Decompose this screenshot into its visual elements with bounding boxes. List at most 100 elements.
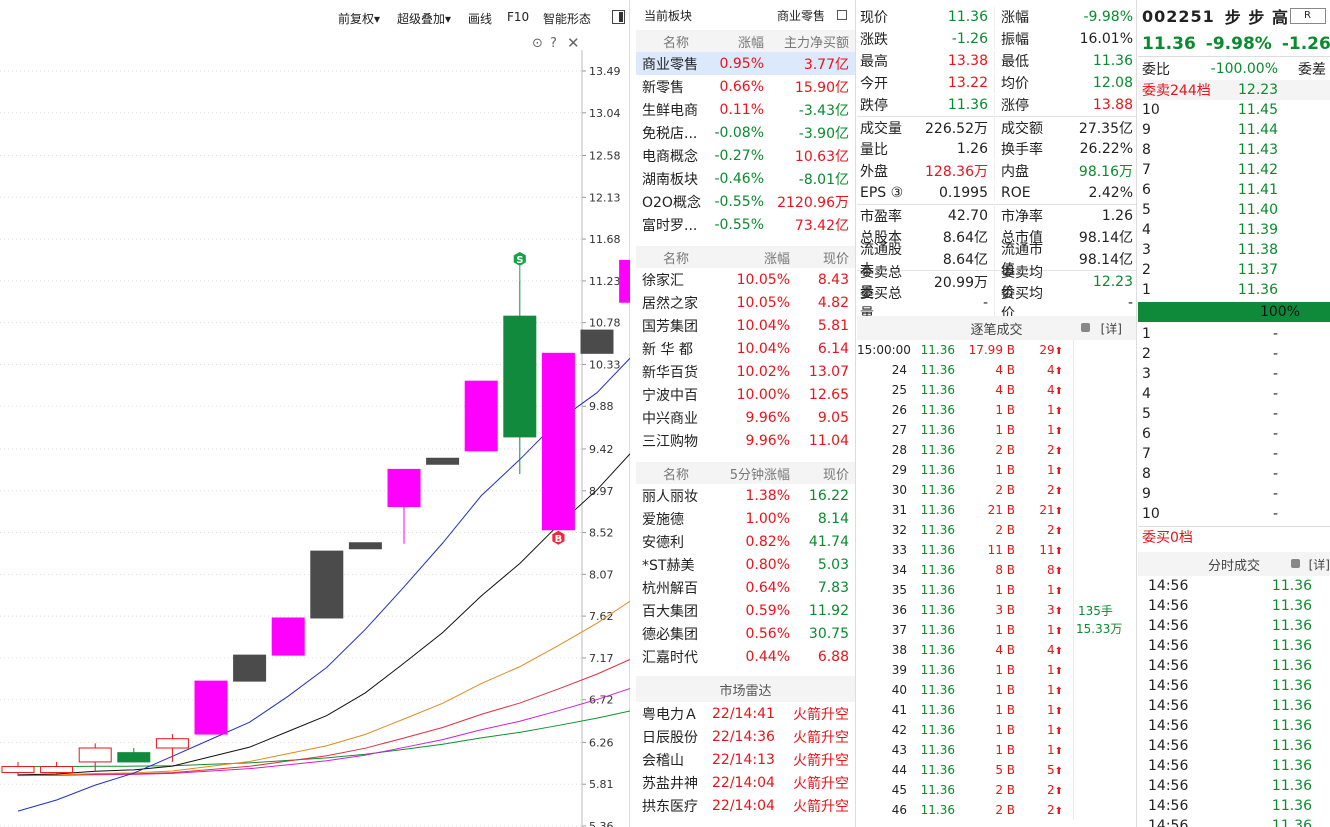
bid-row[interactable]: 6- [1138,424,1330,444]
leader-row[interactable]: 三江购物 9.96% 11.04 [636,429,855,452]
leader-row[interactable]: 中兴商业 9.96% 9.05 [636,406,855,429]
kline-chart-pane[interactable]: 13.49 13.04 12.58 12.13 11.68 11.23 10.78 10.33… [0,0,630,827]
fuquan-menu[interactable]: 前复权▾ [338,12,381,26]
bid-row[interactable]: 4- [1138,384,1330,404]
sector-row[interactable]: 商业零售 0.95% 3.77亿 [636,52,855,75]
tick-volume: 17.99 B [968,343,1015,357]
sector-title: 当前板块 [644,8,693,23]
fast-row[interactable]: 汇嘉时代 0.44% 6.88 [636,645,855,668]
bid-row[interactable]: 8- [1138,464,1330,484]
bid-row[interactable]: 2- [1138,344,1330,364]
stock-price-row: 11.36 -9.98% -1.26 [1138,32,1330,56]
col-name[interactable]: 名称 [662,251,689,267]
fast-row[interactable]: 德必集团 0.56% 30.75 [636,622,855,645]
leader-row[interactable]: 居然之家 10.05% 4.82 [636,291,855,314]
minute-row: 14:56 11.36 [1138,736,1330,756]
sector-row[interactable]: 富时罗... -0.55% 73.42亿 [636,213,855,236]
sector-row[interactable]: 免税店... -0.08% -3.90亿 [636,121,855,144]
ask-row[interactable]: 4 11.39 [1138,220,1330,240]
leader-row[interactable]: 国芳集团 10.04% 5.81 [636,314,855,337]
leader-row[interactable]: 新 华 都 10.04% 6.14 [636,337,855,360]
col-price[interactable]: 现价 [822,251,849,267]
f10-button[interactable]: F10 [507,10,530,24]
col-5min-change[interactable]: 5分钟涨幅 [729,467,790,483]
settings-icon[interactable]: ⊙ [532,36,543,51]
bid-row[interactable]: 3- [1138,364,1330,384]
arrow-up-icon: ⬆ [1054,786,1063,797]
tick-detail-link[interactable]: [详] [1100,322,1122,336]
tick-count: 1⬆ [1015,683,1063,697]
ask-row[interactable]: 5 11.40 [1138,200,1330,220]
quote-label: 均价 [994,73,1050,93]
col-flow[interactable]: 主力净买额 [783,35,849,51]
col-change[interactable]: 涨幅 [737,35,764,51]
radar-row[interactable]: 会稽山 22/14:13 火箭升空 [636,748,855,771]
fast-row[interactable]: *ST赫美 0.80% 5.03 [636,553,855,576]
window-icon[interactable] [837,10,847,20]
panel-toggle-icon[interactable] [612,10,625,24]
draw-line-button[interactable]: 画线 [468,12,493,26]
ask-row[interactable]: 9 11.44 [1138,120,1330,140]
fast-row[interactable]: 百大集团 0.59% 11.92 [636,599,855,622]
leader-row[interactable]: 宁波中百 10.00% 12.65 [636,383,855,406]
tick-price: 11.36 [920,483,955,497]
ask-row[interactable]: 6 11.41 [1138,180,1330,200]
minute-trades-list[interactable]: 14:56 11.36 14:56 11.36 14:56 11.36 14:56 11.36… [1138,576,1330,827]
bid-row[interactable]: 1- [1138,324,1330,344]
kline-chart[interactable]: 13.49 13.04 12.58 12.13 11.68 11.23 10.78 10.33… [0,0,630,827]
ask-row[interactable]: 3 11.38 [1138,240,1330,260]
minute-row: 14:56 11.36 [1138,596,1330,616]
tick-trades-list[interactable]: 15:00:00 11.36 17.99 B 29⬆ 24 11.36 4 B 4⬆ 25 11.… [857,340,1136,820]
ask-row[interactable]: 10 11.45 [1138,100,1330,120]
sector-row[interactable]: 湖南板块 -0.46% -8.01亿 [636,167,855,190]
arrow-up-icon: ⬆ [1054,766,1063,777]
fast-name: 爱施德 [642,511,684,528]
tick-price: 11.36 [920,443,955,457]
sector-row[interactable]: 新零售 0.66% 15.90亿 [636,75,855,98]
ask-row[interactable]: 2 11.37 [1138,260,1330,280]
pattern-button[interactable]: 智能形态 [543,12,592,26]
col-change[interactable]: 涨幅 [763,251,790,267]
col-name[interactable]: 名称 [662,35,689,51]
bid-row[interactable]: 7- [1138,444,1330,464]
leader-row[interactable]: 徐家汇 10.05% 8.43 [636,268,855,291]
leader-row[interactable]: 新华百货 10.02% 13.07 [636,360,855,383]
fast-row[interactable]: 杭州解百 0.64% 7.83 [636,576,855,599]
minute-time: 14:56 [1148,678,1189,694]
fast-row[interactable]: 安德利 0.82% 41.74 [636,530,855,553]
market-radar-list: 粤电力Ａ 22/14:41 火箭升空 日辰股份 22/14:36 火箭升空 会稽山 22/14… [636,702,855,817]
sector-row[interactable]: 电商概念 -0.27% 10.63亿 [636,144,855,167]
current-sector-name[interactable]: 商业零售 [776,8,825,23]
ask-row[interactable]: 1 11.36 [1138,280,1330,300]
tick-time: 27 [891,423,907,437]
sector-row[interactable]: 生鲜电商 0.11% -3.43亿 [636,98,855,121]
radar-row[interactable]: 粤电力Ａ 22/14:41 火箭升空 [636,702,855,725]
tick-price: 11.36 [920,683,955,697]
close-icon[interactable]: ✕ [567,34,580,52]
col-name[interactable]: 名称 [662,467,689,483]
tick-row: 26 11.36 1 B 1⬆ [857,400,1136,420]
radar-row[interactable]: 日辰股份 22/14:36 火箭升空 [636,725,855,748]
lock-icon[interactable] [1081,323,1090,332]
r-badge[interactable]: R [1290,8,1326,24]
bid-row[interactable]: 5- [1138,404,1330,424]
help-icon[interactable]: ? [550,36,557,51]
col-price[interactable]: 现价 [822,467,849,483]
sector-change: -0.08% [714,124,764,141]
bid-row[interactable]: 10 - [1138,504,1330,524]
radar-row[interactable]: 拱东医疗 22/14:04 火箭升空 [636,794,855,817]
fast-row[interactable]: 丽人丽妆 1.38% 16.22 [636,484,855,507]
radar-row[interactable]: 苏盐井神 22/14:04 火箭升空 [636,771,855,794]
bid-level: 3 [1142,366,1151,382]
sector-row[interactable]: O2O概念 -0.55% 2120.96万 [636,190,855,213]
ask-row[interactable]: 8 11.43 [1138,140,1330,160]
radar-time: 22/14:41 [712,705,775,722]
arrow-up-icon: ⬆ [1054,806,1063,817]
bid-row[interactable]: 9- [1138,484,1330,504]
tick-time: 33 [891,543,907,557]
lock-icon[interactable] [1291,559,1300,568]
minute-detail-link[interactable]: [详] [1308,558,1330,572]
ask-row[interactable]: 7 11.42 [1138,160,1330,180]
fast-row[interactable]: 爱施德 1.00% 8.14 [636,507,855,530]
overlay-menu[interactable]: 超级叠加▾ [397,12,452,26]
